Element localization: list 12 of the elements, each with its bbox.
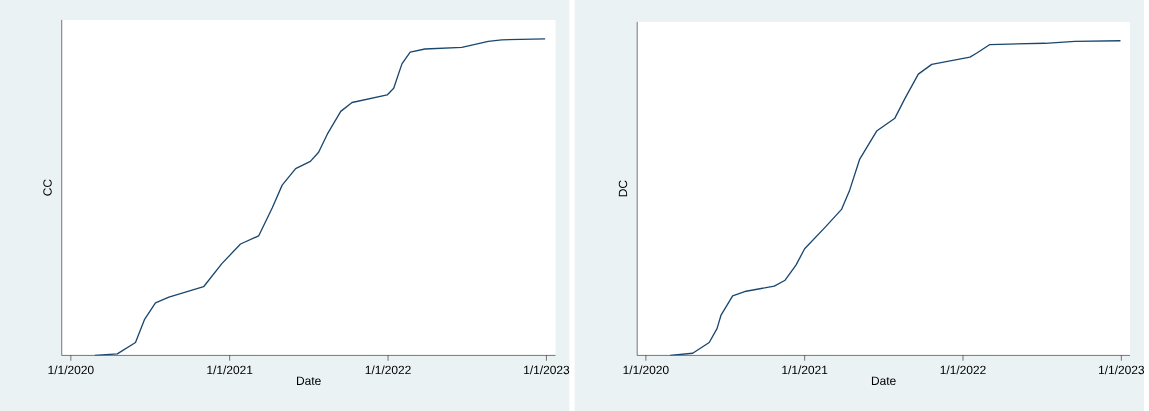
x-tick-label: 1/1/2020 — [623, 365, 669, 375]
x-tick-label: 1/1/2022 — [365, 365, 411, 375]
y-axis-title: CC — [43, 179, 52, 196]
x-tick-label: 1/1/2022 — [940, 365, 986, 375]
y-axis-title: DC — [618, 180, 628, 197]
x-tick-label: 1/1/2021 — [207, 365, 253, 375]
x-tick-label: 1/1/2021 — [782, 365, 828, 375]
x-tick-label: 1/1/2023 — [524, 365, 570, 375]
x-tick-label: 1/1/2020 — [48, 365, 94, 375]
x-axis-title: Date — [871, 376, 896, 385]
x-tick-label: 1/1/2023 — [1098, 365, 1145, 375]
x-axis-title: Date — [297, 376, 321, 385]
